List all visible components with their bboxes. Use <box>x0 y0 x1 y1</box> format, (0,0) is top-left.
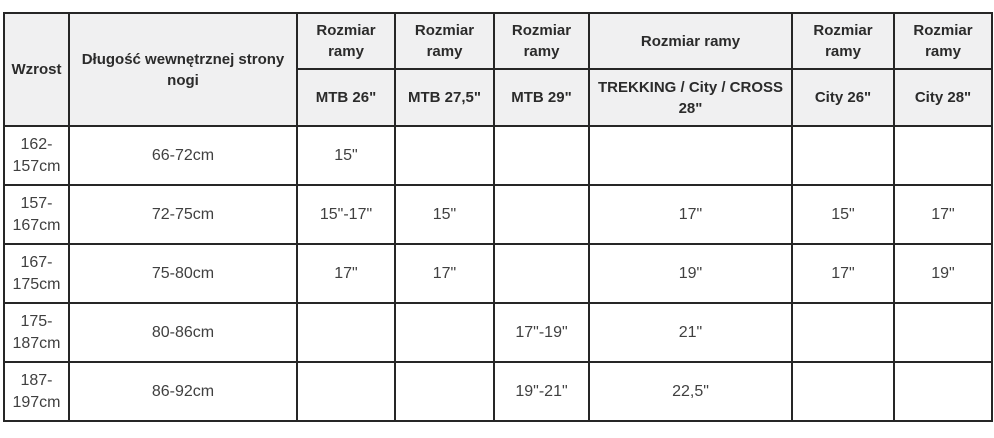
cell-size-mtb26: 17" <box>296 243 396 304</box>
header-group-rozmiar-ramy-mtb26: Rozmiar ramy <box>296 12 396 70</box>
header-group-rozmiar-ramy-trekking: Rozmiar ramy <box>588 12 793 70</box>
table-row: 187-197cm 86-92cm 19"-21" 22,5" <box>3 361 993 422</box>
bike-size-chart-table: Wzrost Długość wewnętrznej strony nogi R… <box>3 12 993 422</box>
cell-size-mtb275 <box>394 361 495 422</box>
table-row: 162-157cm 66-72cm 15" <box>3 125 993 186</box>
cell-size-mtb275: 17" <box>394 243 495 304</box>
header-col-city28: City 28" <box>893 68 993 127</box>
cell-wzrost: 187-197cm <box>3 361 70 422</box>
cell-leg-length: 66-72cm <box>68 125 298 186</box>
cell-size-mtb275 <box>394 302 495 363</box>
table-row: 167-175cm 75-80cm 17" 17" 19" 17" 19" <box>3 243 993 304</box>
header-group-rozmiar-ramy-mtb275: Rozmiar ramy <box>394 12 495 70</box>
cell-size-trekking: 22,5" <box>588 361 793 422</box>
cell-leg-length: 86-92cm <box>68 361 298 422</box>
cell-wzrost: 175-187cm <box>3 302 70 363</box>
table-header: Wzrost Długość wewnętrznej strony nogi R… <box>3 12 993 127</box>
cell-size-mtb26 <box>296 361 396 422</box>
cell-size-mtb275: 15" <box>394 184 495 245</box>
table-row: 157-167cm 72-75cm 15"-17" 15" 17" 15" 17… <box>3 184 993 245</box>
cell-size-mtb29 <box>493 184 590 245</box>
cell-leg-length: 80-86cm <box>68 302 298 363</box>
cell-size-city28: 19" <box>893 243 993 304</box>
cell-size-city26 <box>791 361 895 422</box>
cell-size-city28: 17" <box>893 184 993 245</box>
header-wzrost: Wzrost <box>3 12 70 127</box>
cell-leg-length: 72-75cm <box>68 184 298 245</box>
cell-size-trekking: 19" <box>588 243 793 304</box>
cell-size-mtb26: 15" <box>296 125 396 186</box>
header-row-group: Wzrost Długość wewnętrznej strony nogi R… <box>3 12 993 127</box>
header-col-mtb29: MTB 29" <box>493 68 590 127</box>
cell-size-mtb26 <box>296 302 396 363</box>
cell-size-mtb29 <box>493 125 590 186</box>
cell-size-city26: 17" <box>791 243 895 304</box>
cell-leg-length: 75-80cm <box>68 243 298 304</box>
cell-size-city26 <box>791 302 895 363</box>
cell-size-mtb29: 17"-19" <box>493 302 590 363</box>
cell-size-city26: 15" <box>791 184 895 245</box>
cell-size-mtb26: 15"-17" <box>296 184 396 245</box>
header-group-rozmiar-ramy-city28: Rozmiar ramy <box>893 12 993 70</box>
cell-wzrost: 162-157cm <box>3 125 70 186</box>
cell-size-city28 <box>893 125 993 186</box>
cell-wzrost: 167-175cm <box>3 243 70 304</box>
table-row: 175-187cm 80-86cm 17"-19" 21" <box>3 302 993 363</box>
cell-size-mtb29 <box>493 243 590 304</box>
cell-size-city28 <box>893 302 993 363</box>
cell-size-city26 <box>791 125 895 186</box>
header-col-mtb26: MTB 26" <box>296 68 396 127</box>
table-body: 162-157cm 66-72cm 15" 157-167cm 72-75cm … <box>3 125 993 422</box>
header-col-trekking-city-cross: TREKKING / City / CROSS 28" <box>588 68 793 127</box>
cell-size-mtb29: 19"-21" <box>493 361 590 422</box>
header-group-rozmiar-ramy-city26: Rozmiar ramy <box>791 12 895 70</box>
cell-size-trekking: 17" <box>588 184 793 245</box>
header-col-mtb275: MTB 27,5" <box>394 68 495 127</box>
cell-size-city28 <box>893 361 993 422</box>
cell-size-trekking <box>588 125 793 186</box>
header-group-rozmiar-ramy-mtb29: Rozmiar ramy <box>493 12 590 70</box>
header-col-city26: City 26" <box>791 68 895 127</box>
cell-wzrost: 157-167cm <box>3 184 70 245</box>
header-row-bike-types: MTB 26" MTB 27,5" MTB 29" TREKKING / Cit… <box>4 68 993 127</box>
cell-size-mtb275 <box>394 125 495 186</box>
cell-size-trekking: 21" <box>588 302 793 363</box>
header-leg-length: Długość wewnętrznej strony nogi <box>68 12 298 127</box>
